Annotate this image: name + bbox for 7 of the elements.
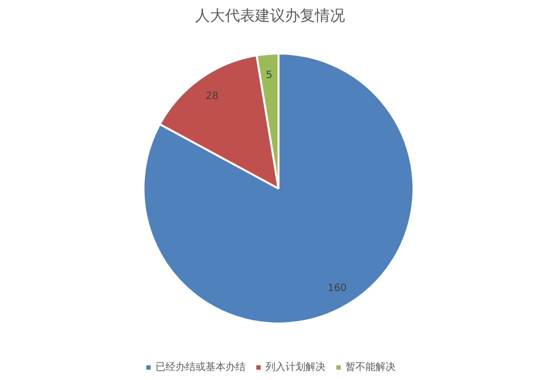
legend-label: 暂不能解决 <box>346 360 396 374</box>
legend-label: 已经办结或基本办结 <box>156 360 246 374</box>
chart-title: 人大代表建议办复情况 <box>195 6 345 24</box>
data-label: 28 <box>206 91 218 102</box>
legend-label: 列入计划解决 <box>266 360 326 374</box>
data-label: 5 <box>266 70 272 82</box>
data-label: 160 <box>328 283 347 294</box>
